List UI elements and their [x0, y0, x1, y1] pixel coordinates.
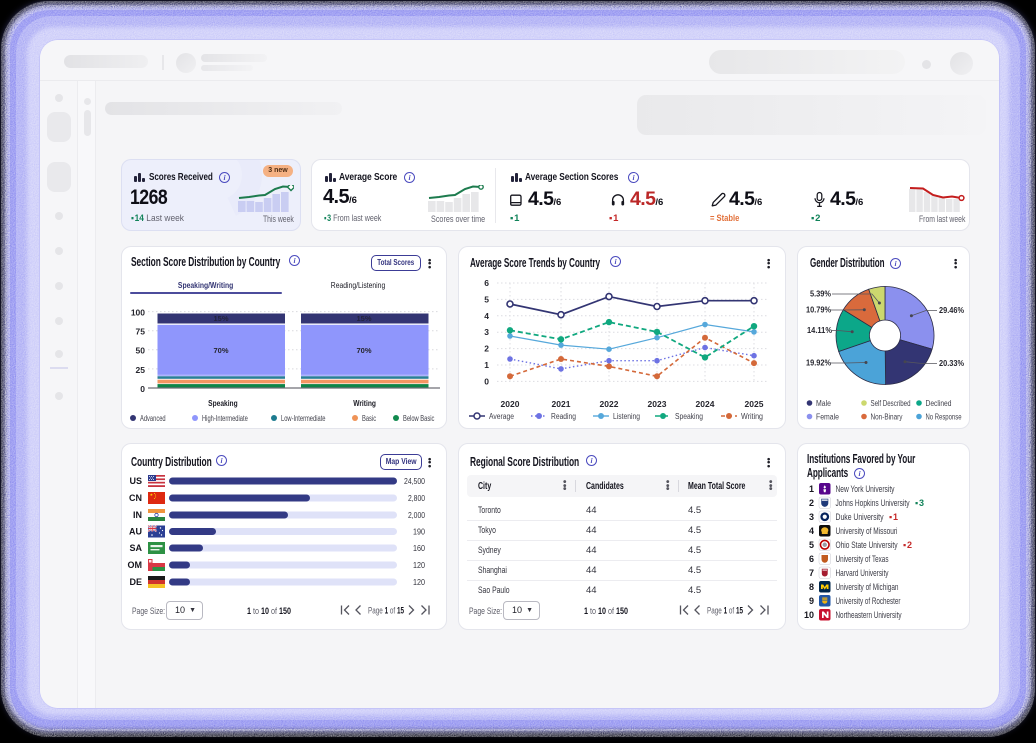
svg-text:29.46%: 29.46%	[939, 306, 964, 315]
svg-text:6: 6	[484, 278, 489, 288]
svg-text:IN: IN	[133, 510, 142, 520]
svg-text:70%: 70%	[356, 346, 371, 355]
svg-text:2024: 2024	[696, 399, 715, 409]
svg-text:1: 1	[809, 484, 814, 494]
svg-text:5: 5	[484, 294, 489, 304]
svg-text:2,800: 2,800	[408, 493, 425, 503]
svg-text:2: 2	[484, 344, 489, 354]
svg-text:Duke University: Duke University	[836, 512, 884, 523]
svg-text:70%: 70%	[213, 346, 228, 355]
svg-text:50: 50	[136, 346, 146, 356]
svg-text:Male: Male	[816, 399, 831, 408]
svg-text:Johns Hopkins University: Johns Hopkins University	[836, 498, 910, 509]
svg-text:Declined: Declined	[926, 399, 952, 408]
svg-text:8: 8	[809, 582, 814, 592]
svg-text:DE: DE	[129, 577, 142, 587]
svg-text:120: 120	[413, 560, 425, 570]
svg-text:CN: CN	[129, 493, 142, 503]
svg-text:University of Texas: University of Texas	[836, 554, 889, 565]
svg-text:2022: 2022	[600, 399, 619, 409]
svg-text:▪ 1: ▪ 1	[889, 512, 898, 522]
svg-text:University of Michigan: University of Michigan	[836, 582, 899, 593]
svg-text:25: 25	[136, 365, 146, 375]
svg-text:6: 6	[809, 554, 814, 564]
svg-text:New York University: New York University	[836, 484, 895, 495]
svg-text:US: US	[129, 476, 142, 486]
svg-text:24,500: 24,500	[404, 476, 425, 486]
svg-text:2020: 2020	[501, 399, 520, 409]
svg-text:▪ 2: ▪ 2	[903, 540, 912, 550]
svg-text:Self Described: Self Described	[871, 399, 911, 408]
svg-text:1: 1	[484, 360, 489, 370]
svg-text:University of Rochester: University of Rochester	[836, 596, 901, 607]
svg-text:AU: AU	[129, 527, 142, 537]
svg-text:19.92%: 19.92%	[806, 359, 831, 368]
svg-text:120: 120	[413, 577, 425, 587]
svg-text:5.39%: 5.39%	[810, 290, 831, 299]
svg-text:9: 9	[809, 596, 814, 606]
svg-text:7: 7	[809, 568, 814, 578]
svg-text:Page 1 of 15: Page 1 of 15	[368, 606, 404, 616]
svg-text:100: 100	[131, 308, 145, 318]
svg-text:10: 10	[804, 610, 814, 620]
svg-text:2023: 2023	[648, 399, 667, 409]
svg-text:Writing: Writing	[741, 412, 763, 421]
svg-text:Page 1 of 15: Page 1 of 15	[707, 606, 743, 616]
svg-text:Female: Female	[816, 413, 839, 422]
svg-text:15%: 15%	[356, 314, 371, 323]
svg-text:Ohio State University: Ohio State University	[836, 540, 898, 551]
svg-text:75: 75	[136, 327, 146, 337]
svg-text:▪ 3: ▪ 3	[915, 498, 924, 508]
svg-text:15%: 15%	[213, 314, 228, 323]
svg-text:20.33%: 20.33%	[939, 359, 964, 368]
svg-text:0: 0	[140, 384, 145, 394]
svg-text:SA: SA	[129, 543, 142, 553]
svg-text:2025: 2025	[745, 399, 764, 409]
svg-text:160: 160	[413, 543, 425, 553]
svg-text:Northeastern University: Northeastern University	[836, 610, 902, 621]
svg-text:Average: Average	[489, 412, 514, 421]
svg-text:2,000: 2,000	[408, 510, 425, 520]
svg-text:Harvard University: Harvard University	[836, 568, 889, 579]
svg-text:3: 3	[809, 512, 814, 522]
svg-text:5: 5	[809, 540, 814, 550]
svg-text:3: 3	[484, 327, 489, 337]
svg-text:Listening: Listening	[613, 412, 640, 421]
svg-text:10.79%: 10.79%	[806, 306, 831, 315]
svg-text:OM: OM	[128, 560, 143, 570]
svg-text:190: 190	[413, 527, 425, 537]
svg-text:0: 0	[484, 376, 489, 386]
svg-text:Reading: Reading	[551, 412, 576, 421]
svg-text:Non-Binary: Non-Binary	[871, 413, 903, 422]
svg-text:Speaking: Speaking	[675, 412, 703, 421]
svg-text:University of Missouri: University of Missouri	[836, 526, 898, 537]
svg-text:No Response: No Response	[926, 413, 962, 422]
svg-text:4: 4	[809, 526, 814, 536]
svg-text:14.11%: 14.11%	[807, 326, 832, 335]
svg-text:4: 4	[484, 311, 489, 321]
svg-text:2021: 2021	[552, 399, 571, 409]
svg-text:2: 2	[809, 498, 814, 508]
